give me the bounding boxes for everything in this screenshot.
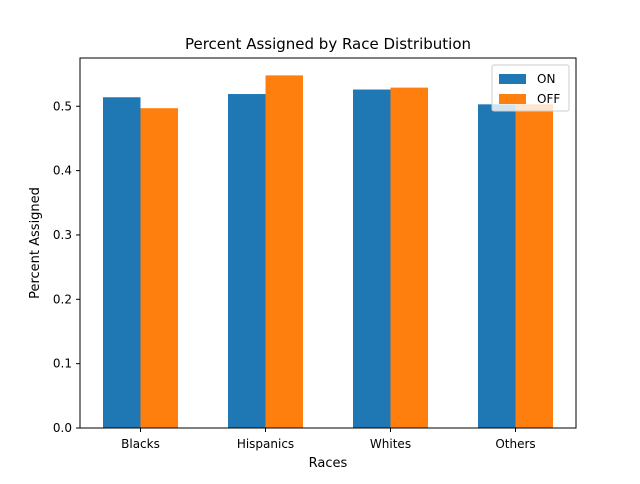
y-tick-label: 0.3 <box>53 228 72 242</box>
x-axis-label: Races <box>309 456 348 471</box>
bar-on-others <box>478 104 516 428</box>
x-tick-label: Blacks <box>121 437 160 451</box>
legend-swatch-off <box>499 94 526 104</box>
y-axis-label: Percent Assigned <box>28 187 43 299</box>
bar-off-others <box>515 104 553 428</box>
bar-on-whites <box>353 89 391 429</box>
legend-swatch-on <box>499 74 526 84</box>
x-axis: Blacks Hispanics Whites Others <box>121 428 536 451</box>
bar-off-hispanics <box>265 75 303 429</box>
x-tick-label: Whites <box>370 437 411 451</box>
x-tick-label: Others <box>495 437 535 451</box>
x-tick-label: Hispanics <box>237 437 294 451</box>
y-tick-label: 0.1 <box>53 357 72 371</box>
chart-title: Percent Assigned by Race Distribution <box>185 35 471 53</box>
y-tick-label: 0.2 <box>53 292 72 306</box>
plot-frame <box>79 57 577 429</box>
y-tick-label: 0.5 <box>53 99 72 113</box>
legend-label-on: ON <box>537 72 555 86</box>
bars-layer <box>103 75 553 429</box>
y-axis: 0.0 0.1 0.2 0.3 0.4 0.5 <box>53 99 80 435</box>
legend-label-off: OFF <box>537 92 560 106</box>
y-tick-label: 0.4 <box>53 164 72 178</box>
bar-off-whites <box>390 87 428 428</box>
bar-on-hispanics <box>228 94 266 428</box>
bar-on-blacks <box>103 97 141 429</box>
legend: ON OFF <box>491 64 570 112</box>
bar-off-blacks <box>140 108 178 428</box>
y-tick-label: 0.0 <box>53 421 72 435</box>
